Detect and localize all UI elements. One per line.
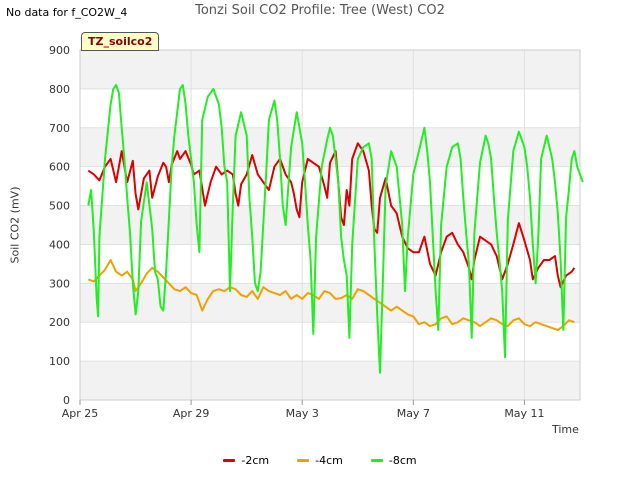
y-tick-label: 700 xyxy=(49,122,70,135)
plot-band xyxy=(80,322,580,362)
legend: -2cm -4cm -8cm xyxy=(0,454,640,467)
legend-swatch-4cm xyxy=(297,459,310,462)
legend-item-2cm[interactable]: -2cm xyxy=(223,454,269,467)
series-line-2cmcm xyxy=(87,142,576,289)
y-tick-label: 500 xyxy=(49,200,70,213)
plot-band xyxy=(80,361,580,400)
legend-item-4cm[interactable]: -4cm xyxy=(297,454,343,467)
y-tick-label: 300 xyxy=(49,277,70,290)
legend-item-8cm[interactable]: -8cm xyxy=(370,454,417,467)
x-axis-ticks: Apr 25 Apr 29 May 3 May 7 May 11 xyxy=(62,400,545,420)
x-tick-label: Apr 25 xyxy=(62,407,99,420)
plot-band xyxy=(80,127,580,167)
y-tick-label: 100 xyxy=(49,355,70,368)
chart-title: Tonzi Soil CO2 Profile: Tree (West) CO2 xyxy=(195,3,445,18)
y-tick-label: 800 xyxy=(49,83,70,96)
legend-label-8cm: -8cm xyxy=(388,454,417,467)
y-tick-label: 200 xyxy=(49,316,70,329)
y-tick-label: 900 xyxy=(49,44,70,57)
plot-bands xyxy=(80,50,580,400)
y-tick-label: 600 xyxy=(49,161,70,174)
legend-swatch-8cm xyxy=(370,459,383,462)
series-line-4cmcm xyxy=(87,259,575,331)
y-axis-label: Soil CO2 (mV) xyxy=(8,186,22,264)
series-lines xyxy=(87,84,584,374)
plot-frame xyxy=(79,49,581,401)
y-tick-label: 400 xyxy=(49,238,70,251)
x-tick-label: Apr 29 xyxy=(173,407,210,420)
legend-label-4cm: -4cm xyxy=(315,454,343,467)
plot-band xyxy=(80,88,580,128)
legend-swatch-2cm xyxy=(223,459,236,462)
no-data-notice: No data for f_CO2W_4 xyxy=(6,6,128,19)
y-axis-ticks: 0 100 200 300 400 500 600 700 800 900 xyxy=(49,44,70,407)
legend-label-2cm: -2cm xyxy=(241,454,270,467)
plot-band xyxy=(80,50,580,89)
x-tick-label: May 11 xyxy=(504,407,544,420)
series-line-8cmcm xyxy=(87,84,584,374)
site-tag-label: TZ_soilco2 xyxy=(81,32,160,51)
x-axis-label: Time xyxy=(552,423,579,436)
y-tick-label: 0 xyxy=(63,394,70,407)
x-tick-label: May 3 xyxy=(286,407,319,420)
x-tick-label: May 7 xyxy=(397,407,430,420)
plot-band xyxy=(80,205,580,245)
